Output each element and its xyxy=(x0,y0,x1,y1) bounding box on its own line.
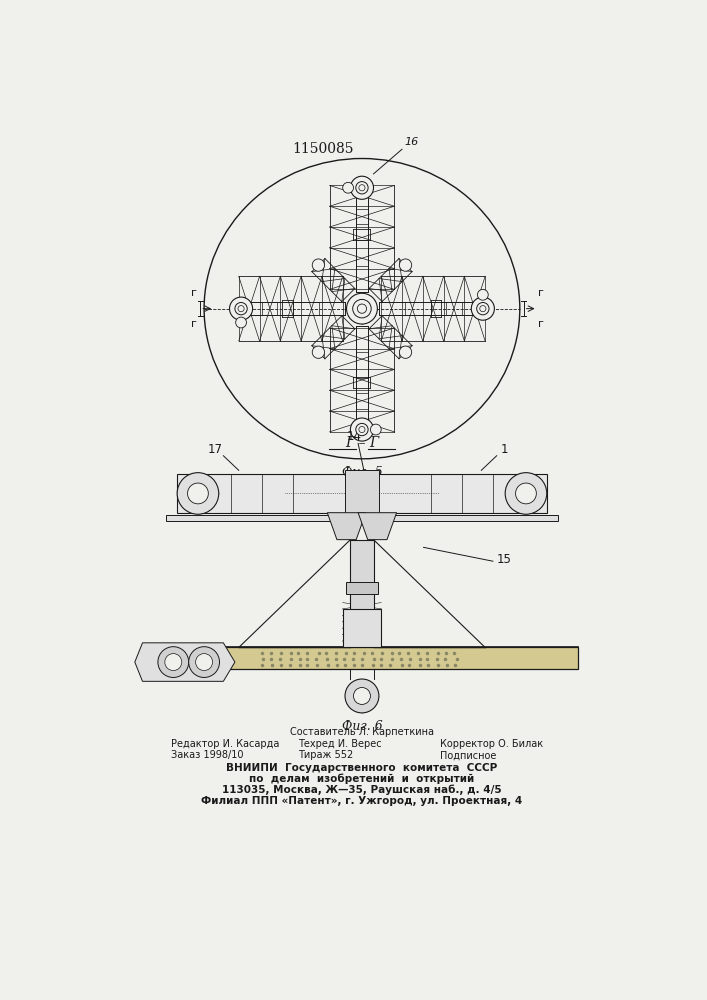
Text: Подписное: Подписное xyxy=(440,750,497,760)
Polygon shape xyxy=(358,513,397,540)
Circle shape xyxy=(351,176,373,199)
Text: 14: 14 xyxy=(346,430,362,443)
Text: Составитель Л. Карпеткина: Составитель Л. Карпеткина xyxy=(290,727,434,737)
Circle shape xyxy=(370,424,381,435)
Circle shape xyxy=(235,302,247,315)
Polygon shape xyxy=(327,513,366,540)
Bar xyxy=(343,609,381,647)
Circle shape xyxy=(359,185,365,191)
Text: по  делам  изобретений  и  открытий: по делам изобретений и открытий xyxy=(250,774,474,784)
Circle shape xyxy=(480,306,486,312)
Text: Г – Г: Г – Г xyxy=(345,436,379,450)
Text: Филиал ППП «Патент», г. Ужгород, ул. Проектная, 4: Филиал ППП «Патент», г. Ужгород, ул. Про… xyxy=(201,796,522,806)
Bar xyxy=(165,515,559,521)
Circle shape xyxy=(506,473,547,514)
Circle shape xyxy=(345,679,379,713)
Text: 15: 15 xyxy=(497,553,512,566)
Text: 1150085: 1150085 xyxy=(293,142,354,156)
Circle shape xyxy=(399,346,411,358)
Circle shape xyxy=(477,289,489,300)
Bar xyxy=(146,647,578,669)
Circle shape xyxy=(351,418,373,441)
Circle shape xyxy=(343,182,354,193)
Text: 1: 1 xyxy=(501,443,508,456)
Text: г: г xyxy=(191,319,197,329)
Bar xyxy=(351,540,373,617)
Circle shape xyxy=(165,654,182,671)
Bar xyxy=(344,470,379,517)
Circle shape xyxy=(312,346,325,358)
Circle shape xyxy=(353,299,371,318)
Circle shape xyxy=(354,687,370,704)
Text: Фиг. 5: Фиг. 5 xyxy=(341,466,382,479)
Text: Корректор О. Билак: Корректор О. Билак xyxy=(440,739,544,749)
Polygon shape xyxy=(135,643,235,681)
Circle shape xyxy=(235,317,247,328)
Text: Тираж 552: Тираж 552 xyxy=(298,750,354,760)
Text: 16: 16 xyxy=(404,137,419,147)
Text: ВНИИПИ  Государственного  комитета  СССР: ВНИИПИ Государственного комитета СССР xyxy=(226,763,498,773)
Text: г: г xyxy=(537,319,544,329)
Text: Редактор И. Касарда: Редактор И. Касарда xyxy=(171,739,279,749)
Circle shape xyxy=(187,483,209,504)
Circle shape xyxy=(238,306,244,312)
Circle shape xyxy=(477,302,489,315)
Circle shape xyxy=(356,182,368,194)
Circle shape xyxy=(359,426,365,433)
Circle shape xyxy=(472,297,494,320)
Bar xyxy=(346,582,378,594)
Circle shape xyxy=(189,647,219,677)
Ellipse shape xyxy=(204,158,520,459)
Text: Заказ 1998/10: Заказ 1998/10 xyxy=(171,750,243,760)
Bar xyxy=(177,474,547,513)
Circle shape xyxy=(346,293,378,324)
Circle shape xyxy=(399,259,411,271)
Circle shape xyxy=(312,259,325,271)
Text: г: г xyxy=(191,288,197,298)
Circle shape xyxy=(230,297,252,320)
Text: Фиг. 6: Фиг. 6 xyxy=(341,720,382,733)
Text: г: г xyxy=(537,288,544,298)
Text: 17: 17 xyxy=(208,443,223,456)
Circle shape xyxy=(177,473,218,514)
Circle shape xyxy=(515,483,537,504)
Circle shape xyxy=(196,654,213,671)
Text: 113035, Москва, Ж—35, Раушская наб., д. 4/5: 113035, Москва, Ж—35, Раушская наб., д. … xyxy=(222,785,502,795)
Circle shape xyxy=(357,304,366,313)
Circle shape xyxy=(356,423,368,436)
Circle shape xyxy=(158,647,189,677)
Text: Техред И. Верес: Техред И. Верес xyxy=(298,739,382,749)
